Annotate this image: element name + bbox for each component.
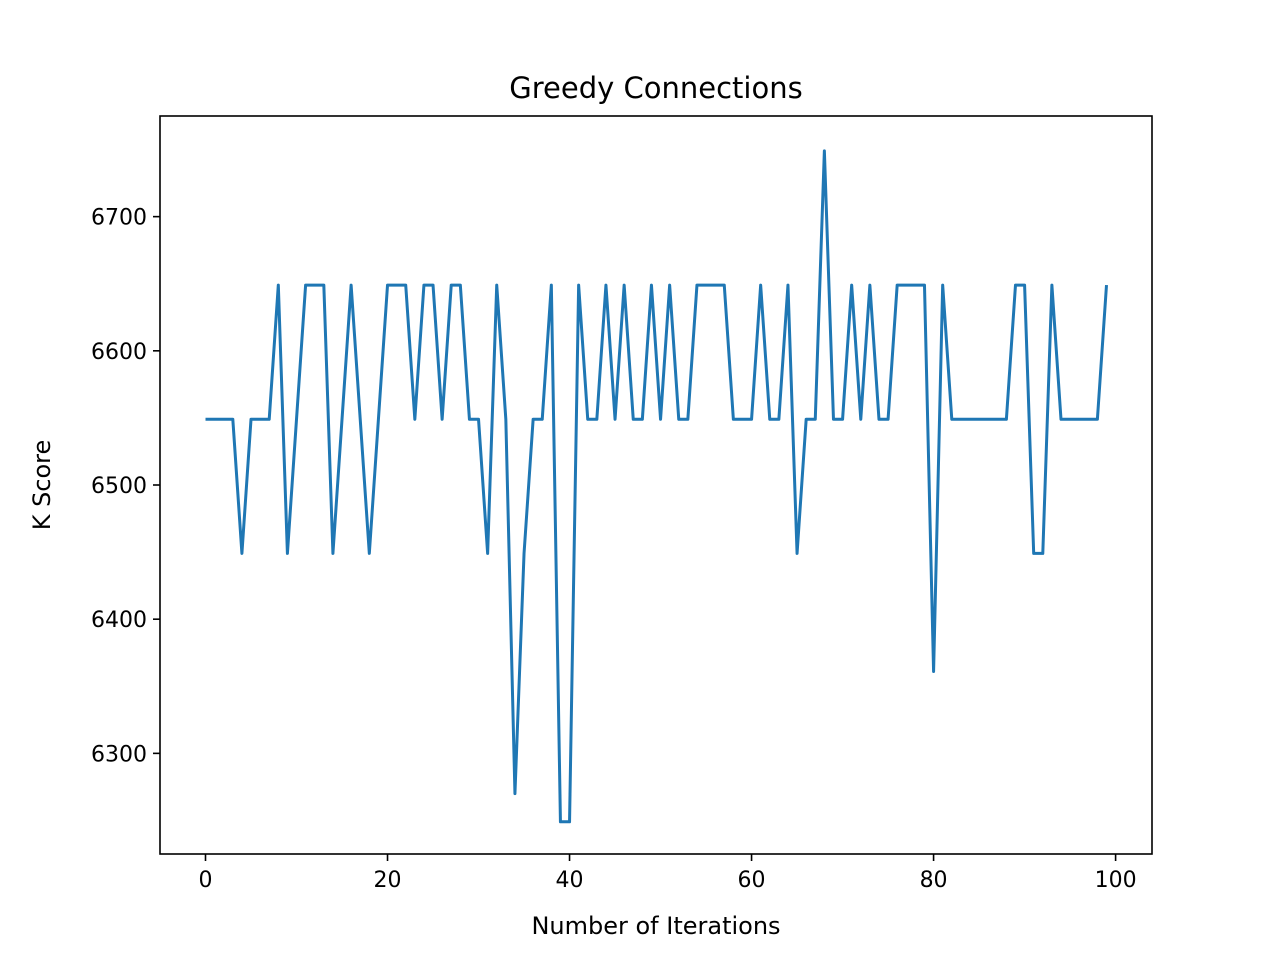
y-axis-ticks: 6300 6400 6500 6600 6700 — [91, 206, 160, 767]
y-tick-label: 6400 — [91, 608, 147, 633]
chart-title: Greedy Connections — [509, 71, 802, 105]
x-axis-label: Number of Iterations — [531, 912, 780, 940]
y-axis-label: K Score — [28, 440, 56, 531]
x-axis-ticks: 0 20 40 60 80 100 — [199, 854, 1137, 893]
x-tick-label: 0 — [199, 868, 213, 893]
y-tick-label: 6300 — [91, 742, 147, 767]
plot-frame — [159, 115, 1153, 855]
x-tick-label: 60 — [738, 868, 766, 893]
y-tick-label: 6600 — [91, 340, 147, 365]
x-tick-label: 40 — [556, 868, 584, 893]
x-tick-label: 20 — [374, 868, 402, 893]
series-line — [205, 149, 1108, 824]
y-tick-label: 6700 — [91, 206, 147, 231]
x-tick-label: 100 — [1095, 868, 1137, 893]
y-tick-label: 6500 — [91, 474, 147, 499]
x-tick-label: 80 — [920, 868, 948, 893]
